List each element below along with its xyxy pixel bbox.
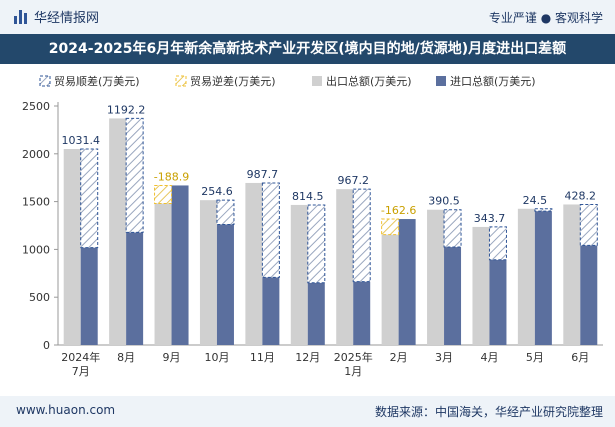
surplus-bar-8 bbox=[443, 209, 462, 248]
balance-label-8: 390.5 bbox=[428, 195, 460, 208]
surplus-bar-3 bbox=[216, 199, 235, 226]
import-bar-2 bbox=[171, 185, 189, 345]
export-bar-1 bbox=[109, 118, 127, 345]
import-bar-7 bbox=[398, 219, 416, 345]
x-tick-label-5: 12月 bbox=[295, 351, 320, 364]
surplus-bar-5 bbox=[307, 204, 326, 284]
brand[interactable]: 华经情报网 bbox=[14, 7, 99, 26]
balance-label-0: 1031.4 bbox=[61, 134, 100, 147]
legend-swatch-1 bbox=[175, 75, 187, 87]
surplus-bar-1 bbox=[125, 117, 144, 233]
y-tick-label-3: 1500 bbox=[22, 196, 50, 209]
bar-chart-icon bbox=[14, 9, 28, 24]
export-bar-7 bbox=[381, 234, 399, 345]
surplus-bar-0 bbox=[80, 148, 99, 249]
deficit-bar-2 bbox=[154, 184, 173, 205]
import-bar-0 bbox=[80, 247, 98, 345]
tagline: 专业严谨 ● 客观科学 bbox=[488, 11, 603, 25]
data-labels: 1031.4 1192.2 -188.9 254.6 987.7 814.5 967.2 -1… bbox=[61, 103, 596, 225]
data-source: 数据来源：中国海关，华经产业研究院整理 bbox=[374, 405, 603, 419]
surplus-bar-6 bbox=[352, 188, 371, 283]
surplus-bar-11 bbox=[579, 203, 598, 246]
import-bar-1 bbox=[126, 232, 144, 345]
balance-label-11: 428.2 bbox=[565, 189, 597, 202]
x-tick-label-6: 2025年 1月 bbox=[334, 350, 373, 378]
balance-label-6: 967.2 bbox=[337, 174, 369, 187]
x-tick-label-1: 8月 bbox=[117, 351, 135, 364]
export-bar-10 bbox=[517, 208, 535, 345]
top-bar: 华经情报网 专业严谨 ● 客观科学 bbox=[0, 0, 615, 34]
x-tick-label-10: 5月 bbox=[526, 351, 544, 364]
import-bar-3 bbox=[216, 224, 234, 345]
import-bar-9 bbox=[489, 259, 507, 345]
y-tick-label-4: 2000 bbox=[22, 148, 50, 161]
legend: 贸易顺差(万美元) 贸易逆差(万美元) 出口总额(万美元) 进口总额(万美元) bbox=[39, 74, 536, 88]
import-bar-11 bbox=[580, 245, 598, 345]
export-bar-5 bbox=[290, 204, 308, 345]
brand-name: 华经情报网 bbox=[34, 11, 100, 26]
footer: www.huaon.com 数据来源：中国海关，华经产业研究院整理 bbox=[0, 396, 615, 427]
surplus-bar-10 bbox=[534, 208, 553, 212]
balance-label-3: 254.6 bbox=[201, 185, 233, 198]
legend-label-2: 出口总额(万美元) bbox=[326, 74, 412, 88]
balance-label-10: 24.5 bbox=[523, 194, 548, 207]
import-bar-4 bbox=[262, 277, 280, 345]
legend-label-3: 进口总额(万美元) bbox=[450, 74, 536, 88]
x-tick-label-9: 4月 bbox=[480, 351, 498, 364]
export-bar-4 bbox=[245, 182, 263, 345]
x-tick-label-0: 2024年 7月 bbox=[61, 350, 100, 378]
export-bar-6 bbox=[336, 189, 354, 345]
export-bar-11 bbox=[563, 204, 581, 345]
surplus-bar-9 bbox=[488, 226, 507, 261]
import-bar-6 bbox=[353, 281, 371, 345]
x-tick-label-11: 6月 bbox=[571, 351, 589, 364]
balance-label-1: 1192.2 bbox=[107, 103, 146, 116]
bars bbox=[63, 117, 598, 345]
y-tick-label-5: 2500 bbox=[22, 100, 50, 113]
export-bar-2 bbox=[154, 203, 172, 345]
y-tick-label-1: 500 bbox=[29, 291, 50, 304]
chart-title: 2024-2025年6月年新余高新技术产业开发区(境内目的地/货源地)月度进出口… bbox=[0, 34, 615, 64]
balance-label-2: -188.9 bbox=[154, 170, 189, 183]
website-link[interactable]: www.huaon.com bbox=[16, 403, 116, 417]
export-bar-9 bbox=[472, 226, 490, 345]
x-tick-label-2: 9月 bbox=[163, 351, 181, 364]
legend-swatch-3 bbox=[436, 76, 446, 86]
y-tick-label-2: 1000 bbox=[22, 243, 50, 256]
chart: 贸易顺差(万美元) 贸易逆差(万美元) 出口总额(万美元) 进口总额(万美元) 0 50… bbox=[22, 74, 603, 378]
x-tick-label-8: 3月 bbox=[435, 351, 453, 364]
balance-label-7: -162.6 bbox=[381, 204, 416, 217]
balance-label-9: 343.7 bbox=[474, 212, 506, 225]
x-tick-label-7: 2月 bbox=[390, 351, 408, 364]
deficit-bar-7 bbox=[381, 218, 400, 236]
export-bar-8 bbox=[427, 209, 445, 345]
legend-swatch-2 bbox=[312, 76, 322, 86]
export-bar-3 bbox=[199, 200, 217, 345]
import-bar-10 bbox=[534, 211, 552, 345]
legend-swatch-0 bbox=[39, 75, 51, 87]
x-tick-label-4: 11月 bbox=[250, 351, 275, 364]
surplus-bar-4 bbox=[261, 182, 280, 278]
import-bar-5 bbox=[307, 282, 325, 345]
balance-label-5: 814.5 bbox=[292, 190, 324, 203]
axes: 0 500 1000 1500 2000 2500 2024年 7月 8月 9月 10月 11月 12月… bbox=[22, 100, 603, 378]
y-tick-label-0: 0 bbox=[43, 339, 50, 352]
balance-label-4: 987.7 bbox=[247, 168, 279, 181]
legend-label-0: 贸易顺差(万美元) bbox=[54, 74, 140, 88]
legend-label-1: 贸易逆差(万美元) bbox=[190, 74, 276, 88]
export-bar-0 bbox=[63, 149, 81, 345]
x-tick-label-3: 10月 bbox=[204, 351, 229, 364]
import-bar-8 bbox=[444, 247, 462, 345]
